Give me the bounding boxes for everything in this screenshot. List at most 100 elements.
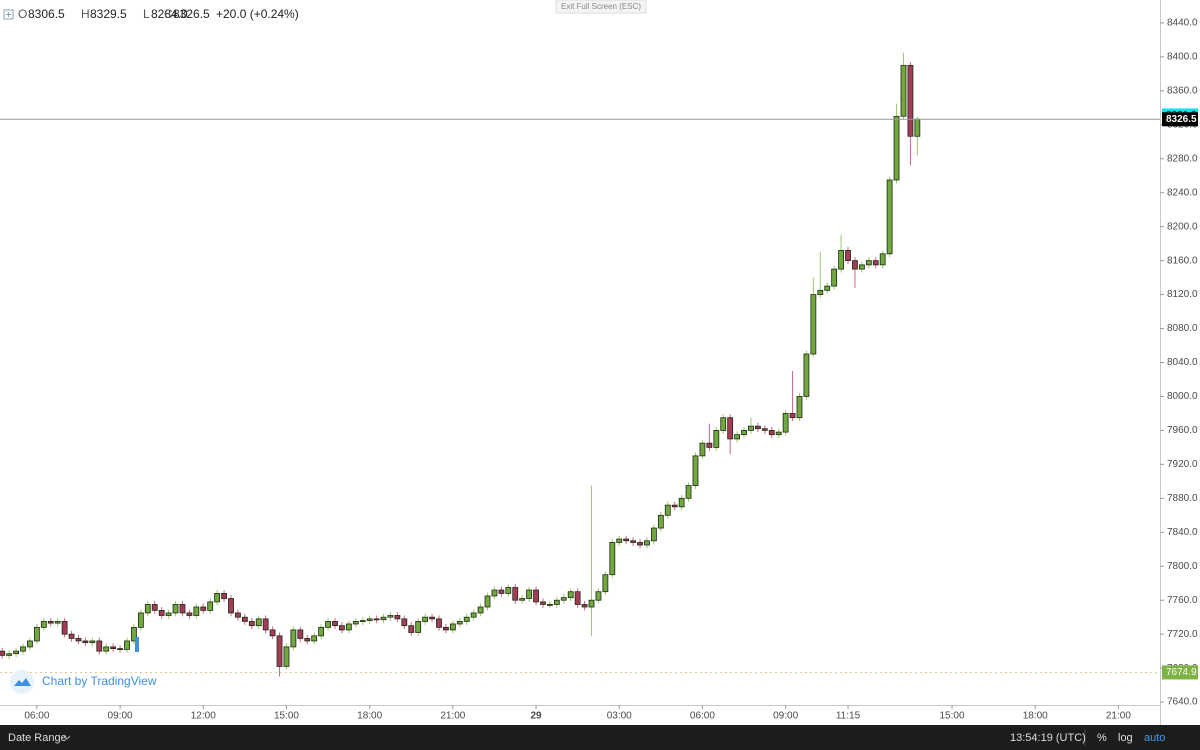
y-tick-label: 8440.0 bbox=[1167, 18, 1198, 29]
high-value: 8329.5 bbox=[90, 7, 127, 21]
candle-body bbox=[484, 595, 491, 608]
candle-body bbox=[13, 650, 19, 655]
candle-body bbox=[193, 606, 200, 616]
candle-body bbox=[858, 264, 865, 270]
candle-body bbox=[0, 650, 6, 656]
candle-body bbox=[214, 593, 221, 603]
candle-body bbox=[699, 442, 706, 457]
candle-body bbox=[75, 638, 82, 642]
candle-body bbox=[366, 618, 373, 621]
candle-body bbox=[526, 589, 533, 599]
x-tick-label: 06:00 bbox=[690, 711, 715, 722]
candle-body bbox=[720, 417, 727, 431]
x-tick-label: 15:00 bbox=[939, 711, 964, 722]
y-tick-label: 7880.0 bbox=[1167, 493, 1198, 504]
y-tick-label: 8160.0 bbox=[1167, 255, 1198, 266]
candle-body bbox=[879, 253, 886, 266]
candle-body bbox=[248, 621, 255, 627]
x-tick-label: 03:00 bbox=[607, 711, 632, 722]
candle-body bbox=[241, 616, 248, 622]
candle-body bbox=[553, 599, 560, 605]
auto-toggle[interactable]: auto bbox=[1144, 732, 1165, 744]
percent-toggle[interactable]: % bbox=[1097, 732, 1107, 744]
log-toggle[interactable]: log bbox=[1118, 732, 1133, 744]
candle-body bbox=[623, 538, 630, 542]
candle-body bbox=[609, 542, 616, 576]
candle-body bbox=[651, 527, 657, 542]
clock: 13:54:19 (UTC) bbox=[1010, 732, 1086, 744]
candle-body bbox=[33, 626, 40, 642]
candle-body bbox=[297, 629, 304, 639]
candle-body bbox=[463, 616, 470, 622]
candle-body bbox=[824, 285, 831, 291]
candle-body bbox=[221, 593, 227, 599]
candle-body bbox=[255, 618, 262, 627]
candle-body bbox=[817, 289, 824, 295]
candle-body bbox=[276, 635, 283, 667]
close-label: C bbox=[164, 7, 173, 21]
x-tick-label: 15:00 bbox=[274, 711, 299, 722]
candle-body bbox=[741, 430, 747, 436]
watermark: Chart by TradingView bbox=[10, 670, 157, 694]
candle-body bbox=[401, 618, 408, 627]
legend-header: O 8306.5 H 8329.5 L 8284.0 C +20.0 (+0.2… bbox=[3, 7, 299, 21]
candle-body bbox=[789, 413, 796, 419]
date-range-button[interactable]: Date Range bbox=[8, 732, 67, 744]
y-tick-label: 8400.0 bbox=[1167, 52, 1198, 63]
candle-body bbox=[89, 640, 96, 644]
candle-body bbox=[144, 604, 151, 614]
candle-body bbox=[339, 625, 345, 631]
candle-body bbox=[761, 428, 768, 431]
candle-body bbox=[581, 604, 588, 608]
candle-body bbox=[373, 618, 380, 621]
candle-body bbox=[408, 625, 415, 633]
collapse-icon[interactable] bbox=[3, 9, 14, 20]
candle-body bbox=[47, 621, 54, 624]
candle-body bbox=[20, 646, 26, 652]
y-tick-label: 7800.0 bbox=[1167, 561, 1198, 572]
price-label-box bbox=[1162, 665, 1198, 680]
candle-body bbox=[456, 621, 463, 625]
candle-body bbox=[131, 626, 137, 642]
candle-body bbox=[505, 587, 512, 594]
candle-body bbox=[706, 442, 713, 448]
candle-body bbox=[96, 640, 103, 652]
candle-body bbox=[540, 601, 546, 605]
candle-body bbox=[713, 430, 720, 448]
y-tick-label: 8280.0 bbox=[1167, 153, 1198, 164]
candle-body bbox=[311, 635, 318, 642]
candle-body bbox=[137, 612, 144, 628]
plot bbox=[0, 22, 1164, 709]
watermark-logo-shape bbox=[14, 678, 31, 686]
candle-body bbox=[692, 455, 699, 486]
y-tick-label: 8240.0 bbox=[1167, 187, 1198, 198]
x-tick-label: 29 bbox=[530, 711, 542, 722]
candle-body bbox=[269, 629, 276, 637]
candle-body bbox=[470, 612, 477, 618]
candle-body bbox=[477, 606, 484, 614]
candle-body bbox=[782, 413, 789, 433]
candle-body bbox=[775, 431, 782, 436]
candle-body bbox=[727, 417, 734, 440]
exit-fullscreen-button[interactable] bbox=[555, 0, 647, 14]
candle-body bbox=[165, 612, 172, 616]
candle-body bbox=[616, 538, 623, 543]
candle-body bbox=[547, 604, 553, 606]
x-tick-label: 09:00 bbox=[773, 711, 798, 722]
candle-body bbox=[852, 260, 858, 270]
candle-body bbox=[796, 396, 803, 419]
close-value: 8326.5 bbox=[173, 7, 210, 21]
x-tick-label: 18:00 bbox=[357, 711, 382, 722]
candle-body bbox=[172, 604, 179, 614]
candle-body bbox=[318, 626, 325, 637]
candle-body bbox=[359, 620, 366, 622]
candle-body bbox=[61, 621, 68, 635]
y-tick-label: 7640.0 bbox=[1167, 697, 1198, 708]
candle-body bbox=[290, 629, 297, 648]
watermark-logo bbox=[10, 670, 34, 694]
candle-body bbox=[82, 640, 89, 644]
change-value: +20.0 (+0.24%) bbox=[216, 7, 299, 21]
x-tick-label: 21:00 bbox=[1106, 711, 1131, 722]
candle-body bbox=[449, 623, 456, 631]
event-marker[interactable] bbox=[135, 637, 139, 652]
